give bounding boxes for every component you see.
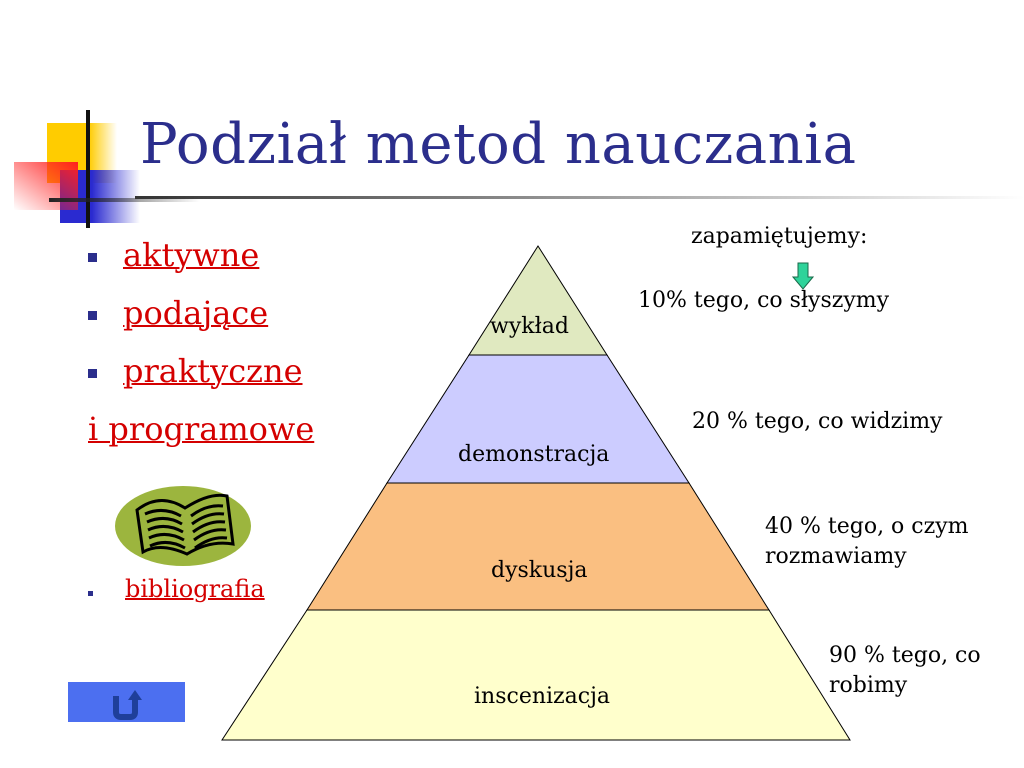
decorative-logo <box>14 110 200 228</box>
bullet-icon <box>88 253 97 262</box>
bullet-icon <box>88 591 93 596</box>
pyramid-level-inscenizacja <box>221 609 851 741</box>
bullet-item-podajace[interactable]: podające <box>88 294 268 332</box>
retention-text: 20 % tego, co widzimy <box>692 409 943 434</box>
bullet-icon <box>88 369 97 378</box>
bullet-item-aktywne[interactable]: aktywne <box>88 236 259 274</box>
down-arrow-icon <box>792 262 814 290</box>
book-icon <box>115 486 251 566</box>
bullet-icon <box>88 311 97 320</box>
link-praktyczne[interactable]: praktyczne <box>123 352 303 390</box>
retention-text: 10% tego, co słyszymy <box>638 288 890 313</box>
link-podajace[interactable]: podające <box>123 294 269 332</box>
bullet-item-praktyczne[interactable]: praktyczne <box>88 352 303 390</box>
level-label: demonstracja <box>458 442 610 467</box>
link-i-programowe[interactable]: i programowe <box>88 410 315 448</box>
u-turn-arrow-icon <box>113 690 142 720</box>
retention-text: 90 % tego, co robimy <box>829 643 981 698</box>
link-aktywne[interactable]: aktywne <box>123 236 260 274</box>
page-title: Podział metod nauczania <box>140 112 857 177</box>
retention-text: 40 % tego, o czym rozmawiamy <box>765 514 969 569</box>
link-bibliografia[interactable]: bibliografia <box>125 575 265 603</box>
retention-header: zapamiętujemy: <box>691 224 868 249</box>
level-label: wykład <box>490 314 569 339</box>
back-button[interactable] <box>68 682 185 722</box>
pyramid-level-dyskusja <box>306 482 770 611</box>
level-label: dyskusja <box>491 558 588 583</box>
level-label: inscenizacja <box>474 684 611 709</box>
title-underline <box>135 196 1024 199</box>
